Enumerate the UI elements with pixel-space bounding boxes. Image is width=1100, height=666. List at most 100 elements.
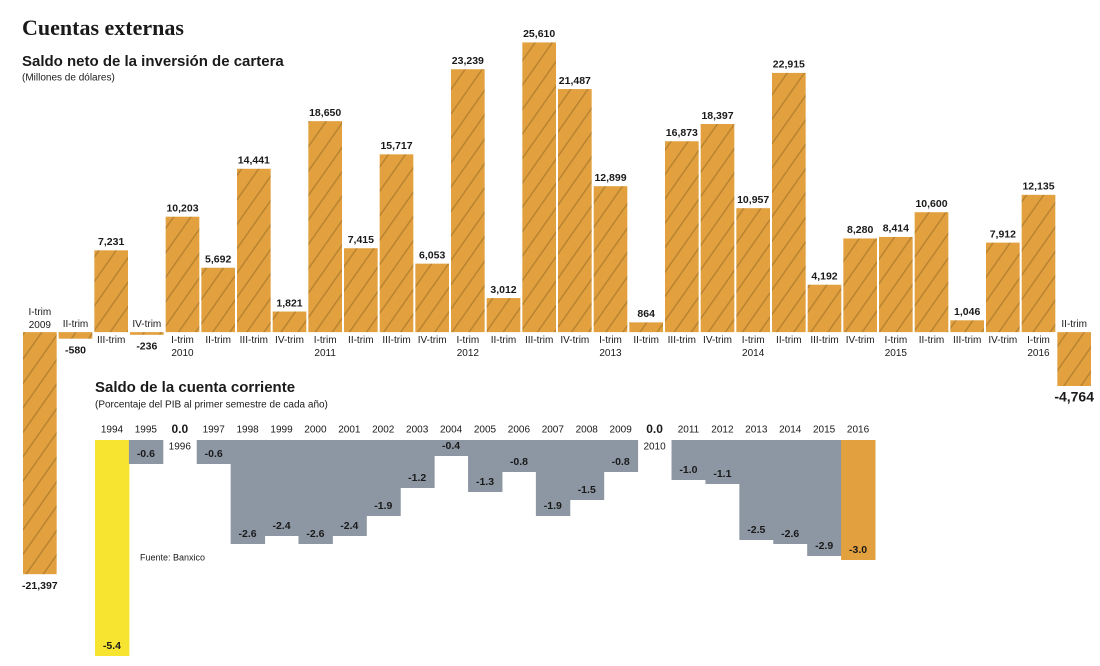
x-tick-label: I-trim	[456, 335, 479, 346]
value-label: -1.5	[578, 484, 596, 496]
x-tick-label: 1997	[203, 425, 226, 436]
bar	[94, 250, 128, 333]
bar	[400, 440, 435, 488]
value-label: -0.6	[205, 448, 223, 460]
x-tick-label: 2012	[457, 348, 480, 359]
x-tick-label: IV-trim	[275, 335, 304, 346]
value-label: 6,053	[419, 249, 445, 261]
bar	[986, 242, 1020, 333]
bar	[298, 440, 333, 544]
bar	[558, 89, 592, 333]
value-label: 22,915	[773, 59, 805, 71]
x-tick-label: 2012	[711, 425, 734, 436]
x-tick-label: 2014	[779, 425, 802, 436]
bar	[843, 238, 877, 333]
value-label: -2.9	[815, 540, 833, 552]
x-tick-label: IV-trim	[418, 335, 447, 346]
x-tick-label: II-trim	[491, 335, 517, 346]
value-label: 7,231	[98, 236, 124, 248]
x-tick-label: I-trim	[171, 335, 194, 346]
value-label: -1.0	[679, 464, 697, 476]
value-label: 15,717	[380, 140, 412, 152]
x-tick-label: I-trim	[599, 335, 622, 346]
value-label: 16,873	[666, 127, 698, 139]
bar	[332, 440, 367, 536]
value-label: 10,600	[915, 198, 947, 210]
value-label: -2.6	[781, 528, 799, 540]
value-label: 864	[637, 308, 655, 320]
x-tick-label: 2015	[885, 348, 908, 359]
value-label: -2.6	[239, 528, 257, 540]
x-tick-label: 2011	[678, 425, 700, 436]
value-label: 0.0	[646, 422, 663, 436]
x-tick-label: 2014	[742, 348, 765, 359]
bar	[237, 168, 271, 333]
x-tick-label: III-trim	[953, 335, 981, 346]
x-tick-label: IV-trim	[703, 335, 732, 346]
value-label: 23,239	[452, 55, 484, 67]
value-label: -0.8	[510, 456, 528, 468]
x-tick-label: IV-trim	[988, 335, 1017, 346]
x-tick-label: I-trim	[28, 307, 51, 318]
bar	[841, 440, 876, 560]
value-label: 7,415	[348, 234, 374, 246]
bar	[451, 69, 485, 333]
x-tick-label: 2009	[610, 425, 633, 436]
value-label: 18,650	[309, 107, 341, 119]
bar	[308, 121, 342, 333]
x-tick-label: II-trim	[348, 335, 374, 346]
value-label: 10,957	[737, 194, 769, 206]
x-tick-label: 2013	[745, 425, 768, 436]
x-tick-label: 2006	[508, 425, 531, 436]
x-tick-label: II-trim	[919, 335, 945, 346]
value-label: 1,821	[276, 297, 302, 309]
chart-title: Saldo neto de la inversión de cartera	[22, 53, 284, 70]
x-tick-label: 1995	[135, 425, 158, 436]
value-label: -3.0	[849, 544, 867, 556]
value-label: 5,692	[205, 254, 231, 266]
x-tick-label: 2003	[406, 425, 429, 436]
bar	[914, 212, 949, 333]
bar	[773, 440, 808, 544]
value-label: 0.0	[171, 422, 188, 436]
source: Fuente: Banxico	[140, 552, 205, 562]
value-label: 14,441	[238, 155, 270, 167]
bar	[196, 440, 232, 464]
bar	[58, 332, 93, 339]
bar	[705, 440, 740, 484]
bar	[535, 440, 571, 516]
value-label: -2.4	[340, 520, 358, 532]
bar	[772, 72, 806, 333]
chart-title: Saldo de la cuenta corriente	[95, 379, 295, 396]
x-tick-label: 2009	[29, 320, 52, 331]
bar	[130, 332, 164, 335]
bar	[128, 440, 164, 464]
bar	[671, 440, 706, 480]
bar	[95, 440, 130, 656]
value-label: -2.5	[747, 524, 765, 536]
bar	[434, 440, 469, 456]
bar	[165, 216, 200, 333]
x-tick-label: 2016	[847, 425, 870, 436]
value-label: 25,610	[523, 28, 555, 40]
page-title: Cuentas externas	[22, 15, 184, 40]
x-tick-label: III-trim	[97, 335, 125, 346]
x-tick-label: II-trim	[63, 319, 89, 330]
value-label: -1.9	[544, 500, 562, 512]
x-tick-label: IV-trim	[132, 319, 161, 330]
bar	[230, 440, 266, 544]
bar	[1057, 332, 1091, 387]
value-label: 3,012	[490, 284, 516, 296]
value-label: -4,764	[1054, 389, 1094, 405]
x-tick-label: 2008	[576, 425, 599, 436]
bar	[593, 186, 628, 333]
x-tick-label: 2013	[599, 348, 622, 359]
bar	[736, 208, 770, 333]
x-tick-label: I-trim	[884, 335, 907, 346]
chart-subtitle: (Porcentaje del PIB al primer semestre d…	[95, 400, 328, 411]
value-label: -0.8	[612, 456, 630, 468]
bar	[486, 298, 521, 333]
bar	[501, 440, 537, 472]
bar	[603, 440, 639, 472]
